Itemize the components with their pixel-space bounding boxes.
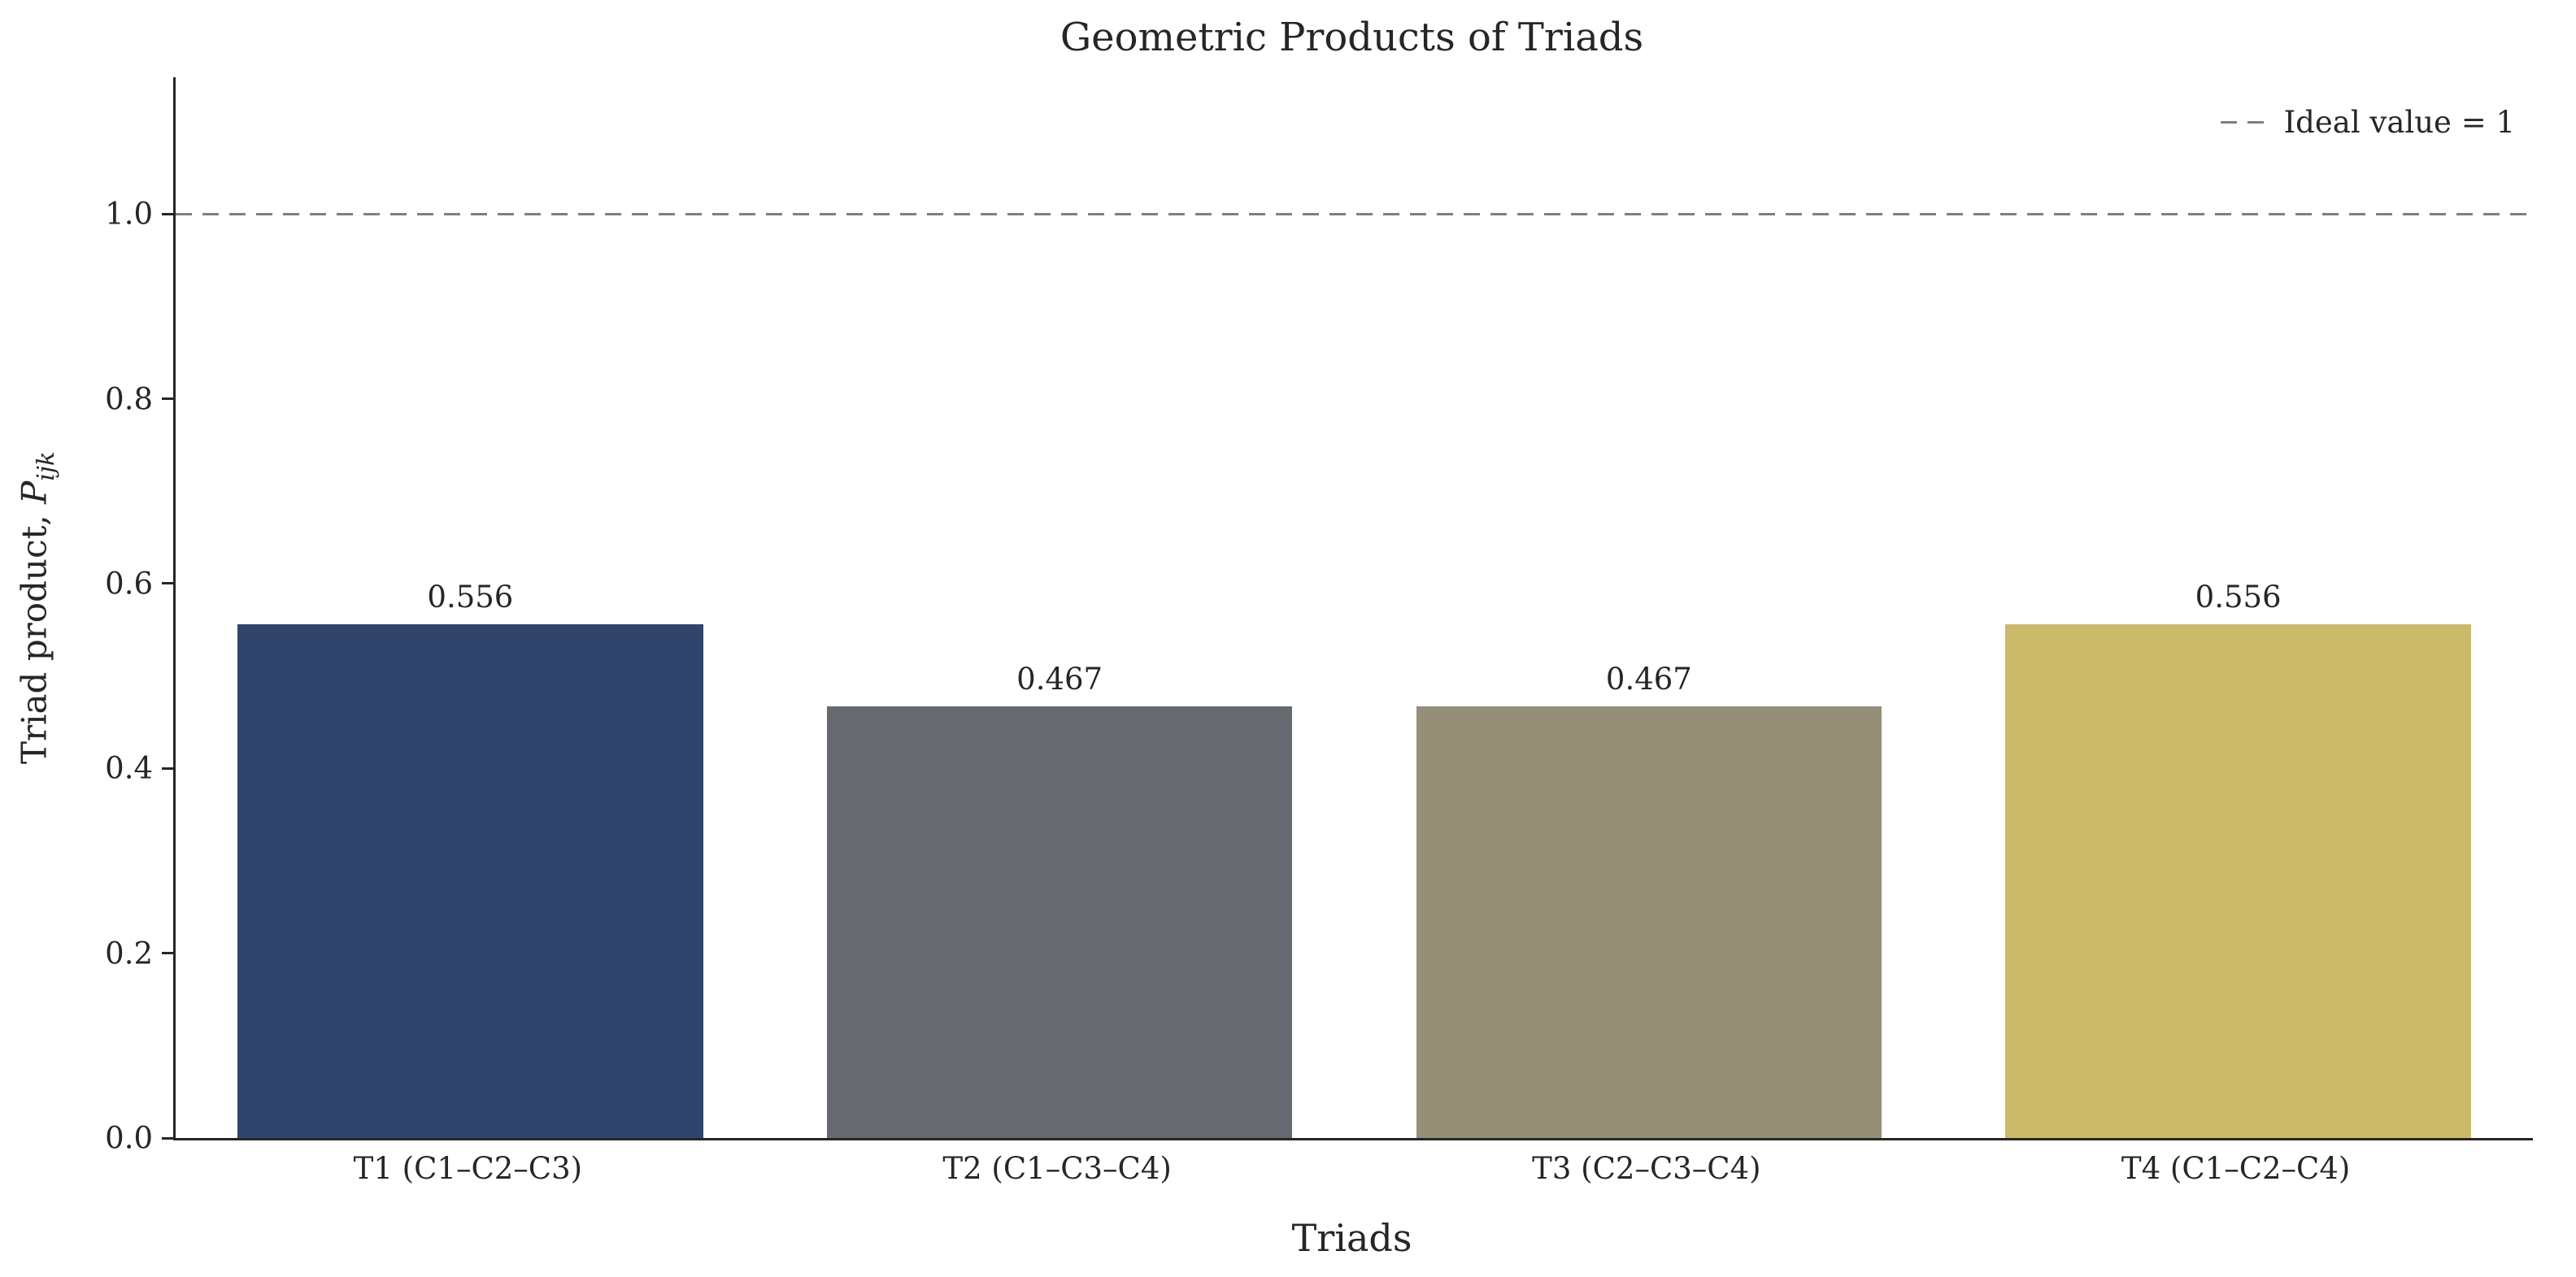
- bar-group-1: 0.556: [176, 77, 765, 1138]
- bar-value-label: 0.467: [1605, 662, 1692, 697]
- y-tick-label: 0.2: [105, 936, 153, 971]
- legend: Ideal value = 1: [2220, 105, 2515, 140]
- bar-value-label: 0.556: [427, 579, 514, 615]
- x-tick-label: T1 (C1–C2–C3): [353, 1151, 583, 1186]
- bars-container: 0.556 0.467 0.467 0.556: [176, 77, 2533, 1138]
- y-tick-mark: [162, 212, 176, 215]
- chart-title: Geometric Products of Triads: [1060, 15, 1644, 60]
- x-axis-label: Triads: [1291, 1216, 1412, 1260]
- y-tick-mark: [162, 952, 176, 955]
- bar-value-label: 0.467: [1016, 662, 1103, 697]
- bar-2: [826, 706, 1293, 1138]
- y-tick-mark: [162, 1136, 176, 1140]
- y-tick-mark: [162, 397, 176, 401]
- y-tick-label: 0.6: [105, 566, 153, 602]
- y-axis-label: Triad product, Pijk: [14, 451, 59, 764]
- bar-group-2: 0.467: [765, 77, 1355, 1138]
- y-tick-mark: [162, 767, 176, 770]
- y-axis-label-math-base: P: [14, 480, 54, 504]
- bar-value-label: 0.556: [2195, 579, 2282, 615]
- y-tick-label: 0.8: [105, 381, 153, 417]
- bar-group-4: 0.556: [1943, 77, 2533, 1138]
- bar-3: [1416, 706, 1882, 1138]
- dashed-line-icon: [2220, 121, 2268, 124]
- y-axis-label-wrap: Triad product, Pijk: [7, 77, 67, 1138]
- legend-label: Ideal value = 1: [2283, 105, 2515, 140]
- x-axis-tick-labels: T1 (C1–C2–C3) T2 (C1–C3–C4) T3 (C2–C3–C4) T…: [173, 1151, 2530, 1186]
- reference-line: [176, 212, 2533, 215]
- y-tick-label: 0.4: [105, 750, 153, 786]
- x-tick-label: T2 (C1–C3–C4): [942, 1151, 1172, 1186]
- plot-area: 0.556 0.467 0.467 0.556 0.0 0.2 0.4 0.6 0.8 1.0 …: [105, 77, 2533, 1156]
- y-axis-label-math-subscript: ijk: [31, 451, 59, 481]
- y-tick-mark: [162, 582, 176, 585]
- x-tick-label: T4 (C1–C2–C4): [2121, 1151, 2351, 1186]
- bar-group-3: 0.467: [1355, 77, 1944, 1138]
- y-axis-label-text: Triad product,: [14, 503, 54, 764]
- x-tick-label: T3 (C2–C3–C4): [1532, 1151, 1761, 1186]
- y-tick-label: 0.0: [105, 1120, 153, 1156]
- bar-1: [237, 623, 703, 1138]
- bar-4: [2005, 623, 2471, 1138]
- y-tick-label: 1.0: [105, 196, 153, 232]
